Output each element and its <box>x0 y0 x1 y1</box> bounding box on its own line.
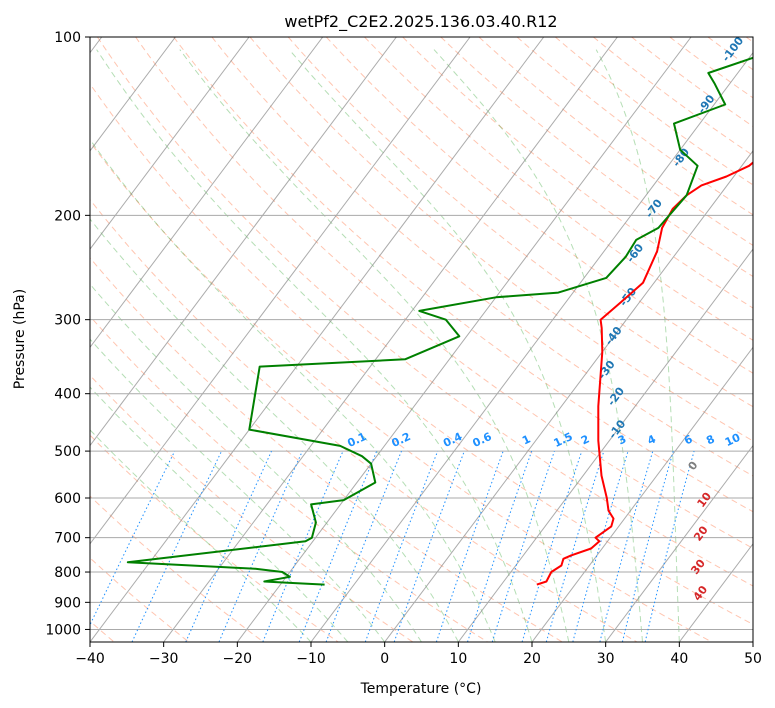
dry-adiabat-line <box>90 198 638 642</box>
mixing-ratio-line <box>521 450 583 642</box>
dry-adiabat-line <box>96 37 753 587</box>
skewed-isotherms <box>90 37 753 642</box>
dry-adiabat-line <box>135 37 753 549</box>
mixing-ratio-line <box>545 450 605 642</box>
dry-adiabat-line <box>516 37 753 216</box>
dry-adiabats <box>90 37 753 642</box>
dry-adiabat-line <box>90 257 563 642</box>
dry-adiabat-line <box>554 37 753 186</box>
dry-adiabat-line <box>173 37 753 513</box>
dewpoint-profile-line <box>126 56 753 586</box>
dry-adiabat-line <box>325 37 753 374</box>
x-tick-label: −20 <box>223 651 253 667</box>
x-axis-ticks: −40 −30 −20 −10 0 10 20 30 40 50 <box>75 642 762 667</box>
y-tick-label: 400 <box>54 387 81 403</box>
isotherm-line <box>310 51 753 642</box>
dry-adiabat-line <box>440 37 753 278</box>
y-axis-label: Pressure (hPa) <box>12 289 28 389</box>
mixing-ratio-lines <box>90 450 695 642</box>
mixing-ratio-line <box>435 450 504 642</box>
plot-area: -100-90-80-70-60-50-40-30-20-10010203040… <box>90 37 753 642</box>
mixing-ratio-line <box>621 450 674 642</box>
mixing-ratio-line <box>491 450 555 642</box>
isotherm-line <box>163 37 618 642</box>
moist-adiabat-line <box>90 138 496 642</box>
x-tick-label: 0 <box>380 651 389 667</box>
dry-adiabat-line <box>402 37 753 309</box>
y-tick-label: 800 <box>54 565 81 581</box>
y-tick-label: 1000 <box>45 622 81 638</box>
mixing-ratio-line <box>298 450 378 642</box>
mixing-ratio-line <box>218 450 303 642</box>
y-tick-label: 200 <box>54 208 81 224</box>
moist-adiabat-line <box>90 283 422 642</box>
dry-adiabat-line <box>90 141 712 642</box>
plot-frame <box>89 36 754 643</box>
isotherm-line <box>236 37 692 642</box>
y-tick-label: 300 <box>54 313 81 329</box>
dry-adiabat-line <box>90 83 753 625</box>
dry-adiabat-line <box>90 315 488 642</box>
x-tick-label: −30 <box>149 651 179 667</box>
isotherm-line <box>605 444 753 642</box>
x-tick-label: 20 <box>523 651 541 667</box>
mixing-ratio-labels: 0.10.20.40.611.52346810131620253036 <box>345 430 753 450</box>
mixing-ratio-line <box>185 450 272 642</box>
isotherm-line <box>457 248 753 642</box>
isotherm-line <box>90 37 176 152</box>
moist-adiabats <box>90 49 680 642</box>
mixing-ratio-label: 10 <box>723 431 743 449</box>
isotherm-line <box>90 37 324 349</box>
mixing-ratio-line <box>90 450 176 626</box>
x-tick-label: 50 <box>744 651 762 667</box>
mixing-ratio-line <box>325 450 402 642</box>
isotherm-line <box>90 37 545 642</box>
x-tick-label: 40 <box>670 651 688 667</box>
x-tick-label: 10 <box>449 651 467 667</box>
dry-adiabat-line <box>90 495 264 642</box>
y-tick-label: 700 <box>54 531 81 547</box>
y-axis-ticks: 100 200 300 400 500 600 700 800 900 1000 <box>45 30 90 638</box>
moist-adiabat-line <box>433 49 643 642</box>
y-tick-label: 100 <box>54 30 81 46</box>
mixing-ratio-line <box>599 450 654 642</box>
isotherm-line <box>90 37 397 447</box>
dry-adiabat-line <box>287 37 753 408</box>
x-tick-label: −40 <box>75 651 105 667</box>
x-tick-label: −10 <box>296 651 326 667</box>
moist-adiabat-line <box>90 338 386 642</box>
mixing-ratio-line <box>572 450 629 642</box>
moist-adiabat-line <box>288 49 607 642</box>
dry-adiabat-line <box>90 374 414 642</box>
moist-adiabat-line <box>179 49 570 642</box>
dry-adiabat-line <box>211 37 753 477</box>
isotherm-line <box>90 37 250 250</box>
mixing-ratio-line <box>467 450 533 642</box>
mixing-ratio-line <box>262 450 344 642</box>
isotherm-line <box>531 346 753 642</box>
profile-series <box>126 56 753 586</box>
mixing-ratio-line <box>644 450 695 642</box>
y-tick-label: 900 <box>54 595 81 611</box>
moist-adiabat-line <box>96 49 533 642</box>
isotherm-line <box>384 150 753 642</box>
mixing-ratio-line <box>393 450 465 642</box>
x-axis-label: Temperature (°C) <box>360 681 482 697</box>
x-tick-label: 30 <box>597 651 615 667</box>
moist-adiabat-line <box>595 49 680 642</box>
y-tick-label: 600 <box>54 491 81 507</box>
mixing-ratio-line <box>364 450 439 642</box>
temperature-profile-line <box>536 161 753 586</box>
isotherm-line <box>90 37 471 545</box>
pressure-gridlines <box>90 37 753 630</box>
y-tick-label: 500 <box>54 444 81 460</box>
moist-adiabat-line <box>90 429 312 642</box>
chart-title: wetPf2_C2E2.2025.136.03.40.R12 <box>284 12 557 32</box>
